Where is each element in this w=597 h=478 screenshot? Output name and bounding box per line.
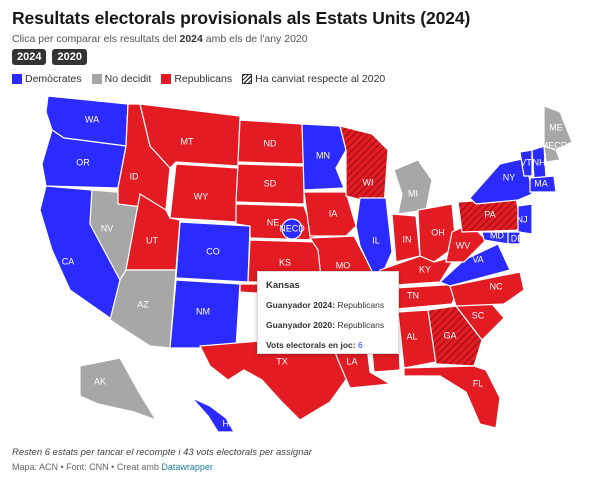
state-label-ut: UT (146, 235, 158, 245)
legend-label: No decidit (104, 73, 152, 85)
state-label-ia: IA (329, 208, 338, 218)
state-necd[interactable] (281, 218, 303, 240)
state-label-fl: FL (473, 378, 484, 388)
state-label-wv: WV (456, 240, 471, 250)
state-vt[interactable] (519, 149, 533, 177)
state-mt[interactable] (139, 103, 241, 169)
state-mi[interactable] (393, 159, 433, 215)
state-va[interactable] (438, 243, 511, 287)
state-ia[interactable] (303, 191, 357, 237)
state-label-nd: ND (264, 138, 277, 148)
us-electoral-map: WAORCANVIDMTWYUTAZCONMNDSDNENECDKSOKTXMN… (39, 95, 573, 433)
state-label-ks: KS (279, 257, 291, 267)
legend-swatch-undecided (91, 74, 102, 84)
state-de[interactable] (507, 231, 521, 245)
state-label-nc: NC (490, 281, 503, 291)
state-label-nj: NJ (517, 214, 528, 224)
state-wi[interactable] (339, 125, 389, 207)
datawrapper-link[interactable]: Datawrapper (161, 462, 213, 472)
state-label-in: IN (403, 234, 412, 244)
legend-label: Ha canviat respecte al 2020 (255, 73, 386, 85)
state-label-ne: NE (267, 217, 280, 227)
legend-swatch-democrats (12, 74, 22, 84)
state-label-necd: NECD (279, 223, 305, 233)
state-tooltip: Kansas Guanyador 2024: Republicans Guany… (257, 271, 399, 354)
state-label-mt: MT (181, 136, 194, 146)
state-label-co: CO (206, 246, 220, 256)
state-hi[interactable] (191, 397, 236, 433)
state-label-oh: OH (431, 227, 445, 237)
subtitle: Clica per comparar els resultats del 202… (12, 33, 308, 45)
state-label-al: AL (406, 331, 417, 341)
state-label-de: DE (511, 233, 524, 243)
legend-item-flipped: Ha canviat respecte al 2020 (242, 73, 385, 85)
legend-item-republicans: Republicans (161, 73, 232, 85)
tooltip-winner-2020: Guanyador 2020: Republicans (266, 320, 385, 330)
tooltip-winner-2024: Guanyador 2024: Republicans (266, 300, 385, 310)
state-label-me: ME (549, 122, 563, 132)
legend-swatch-flipped (242, 74, 253, 84)
legend-item-democrats: Demòcrates (12, 73, 82, 85)
tooltip-electoral-votes: Vots electorals en joc: 6 (266, 340, 363, 350)
state-label-tx: TX (276, 356, 288, 366)
state-mecd[interactable] (543, 145, 561, 163)
year-button-2024[interactable]: 2024 (12, 49, 47, 65)
credit-line: Mapa: ACN • Font: CNN • Creat amb Datawr… (12, 462, 213, 472)
year-selector: 2024 2020 (12, 49, 87, 65)
state-ga[interactable] (427, 305, 483, 367)
state-sd[interactable] (235, 163, 305, 205)
state-label-mn: MN (316, 150, 330, 160)
year-button-2020[interactable]: 2020 (52, 49, 87, 65)
state-label-ny: NY (503, 172, 516, 182)
state-label-ga: GA (443, 330, 456, 340)
tooltip-state-name: Kansas (266, 280, 300, 291)
state-label-ak: AK (94, 376, 106, 386)
state-label-sc: SC (472, 310, 485, 320)
state-me[interactable] (543, 105, 573, 151)
state-ny[interactable] (469, 157, 533, 205)
state-label-ma: MA (534, 178, 548, 188)
state-label-id: ID (130, 171, 140, 181)
page-title: Resultats electorals provisionals als Es… (12, 8, 471, 28)
state-label-wa: WA (85, 114, 99, 124)
state-label-hi: HI (223, 418, 232, 428)
state-label-vt: VT (520, 157, 532, 167)
state-label-md: MD (490, 230, 504, 240)
state-label-wy: WY (194, 191, 209, 201)
state-label-la: LA (346, 356, 357, 366)
state-nj[interactable] (517, 203, 533, 235)
state-label-pa: PA (484, 209, 495, 219)
legend-item-undecided: No decidit (91, 73, 152, 85)
state-label-ca: CA (62, 256, 75, 266)
legend: Demòcrates No decidit Republicans Ha can… (12, 73, 385, 85)
state-label-nv: NV (101, 223, 114, 233)
state-label-ky: KY (419, 264, 431, 274)
legend-label: Republicans (174, 73, 233, 85)
state-ma[interactable] (529, 175, 557, 193)
state-label-or: OR (76, 157, 90, 167)
state-label-tn: TN (407, 290, 419, 300)
state-label-va: VA (472, 254, 483, 264)
state-oh[interactable] (417, 203, 457, 263)
legend-swatch-republicans (161, 74, 172, 84)
legend-label: Demòcrates (25, 73, 82, 85)
state-ak[interactable] (79, 357, 158, 422)
state-label-il: IL (372, 235, 380, 245)
state-label-az: AZ (137, 299, 149, 309)
footnote: Resten 6 estats per tancar el recompte i… (12, 447, 312, 458)
state-label-mecd: MECD (541, 140, 568, 150)
state-label-nm: NM (196, 306, 210, 316)
state-label-nh: NH (533, 157, 546, 167)
state-nc[interactable] (449, 271, 525, 307)
state-label-mi: MI (408, 188, 418, 198)
state-label-mo: MO (336, 260, 351, 270)
state-label-sd: SD (264, 178, 277, 188)
state-fl[interactable] (403, 365, 501, 429)
state-label-wi: WI (363, 177, 374, 187)
